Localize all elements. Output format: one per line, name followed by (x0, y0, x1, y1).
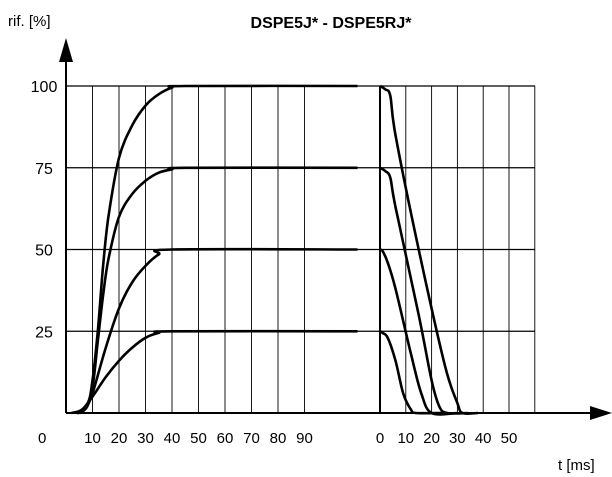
x-tick-label-fall: 30 (449, 430, 466, 447)
x-tick-label-fall: 20 (423, 430, 440, 447)
series-rise-75 (76, 166, 358, 415)
x-tick-label-fall: 40 (475, 430, 492, 447)
x-tick-label-rise: 40 (164, 430, 181, 447)
origin-label: 0 (38, 430, 46, 447)
y-axis-arrow-icon (59, 38, 73, 62)
x-tick-label-rise: 10 (84, 430, 101, 447)
y-tick-label: 75 (35, 161, 53, 178)
series-rise-25 (70, 329, 358, 415)
axes (59, 38, 612, 420)
chart-title: DSPE5J* - DSPE5RJ* (251, 15, 413, 32)
x-tick-label-rise: 70 (243, 430, 260, 447)
series-fall-100 (379, 84, 479, 416)
series-fall-50 (379, 248, 458, 416)
series-fall-25 (379, 330, 442, 415)
x-tick-label-fall: 10 (397, 430, 414, 447)
x-tick-label-fall: 0 (376, 430, 384, 447)
x-tick-label-rise: 80 (270, 430, 287, 447)
series-group (70, 84, 479, 416)
x-axis-arrow-icon (590, 406, 612, 420)
y-tick-label: 25 (35, 324, 53, 341)
y-tick-labels: 25 50 75 100 (31, 79, 58, 341)
x-tick-label-rise: 50 (190, 430, 207, 447)
x-tick-label-fall: 50 (501, 430, 518, 447)
y-tick-label: 100 (31, 79, 58, 96)
y-tick-label: 50 (35, 243, 53, 260)
x-axis-label: t [ms] (558, 457, 595, 474)
series-fall-75 (379, 166, 468, 415)
x-tick-label-rise: 30 (137, 430, 154, 447)
x-tick-label-rise: 60 (217, 430, 234, 447)
x-tick-label-rise: 20 (111, 430, 128, 447)
x-tick-label-rise: 90 (296, 430, 313, 447)
x-tick-labels: 10 20 30 40 50 60 70 80 90 0 10 20 30 40 50 (84, 430, 517, 447)
y-axis-label: rif. [%] (8, 13, 51, 30)
